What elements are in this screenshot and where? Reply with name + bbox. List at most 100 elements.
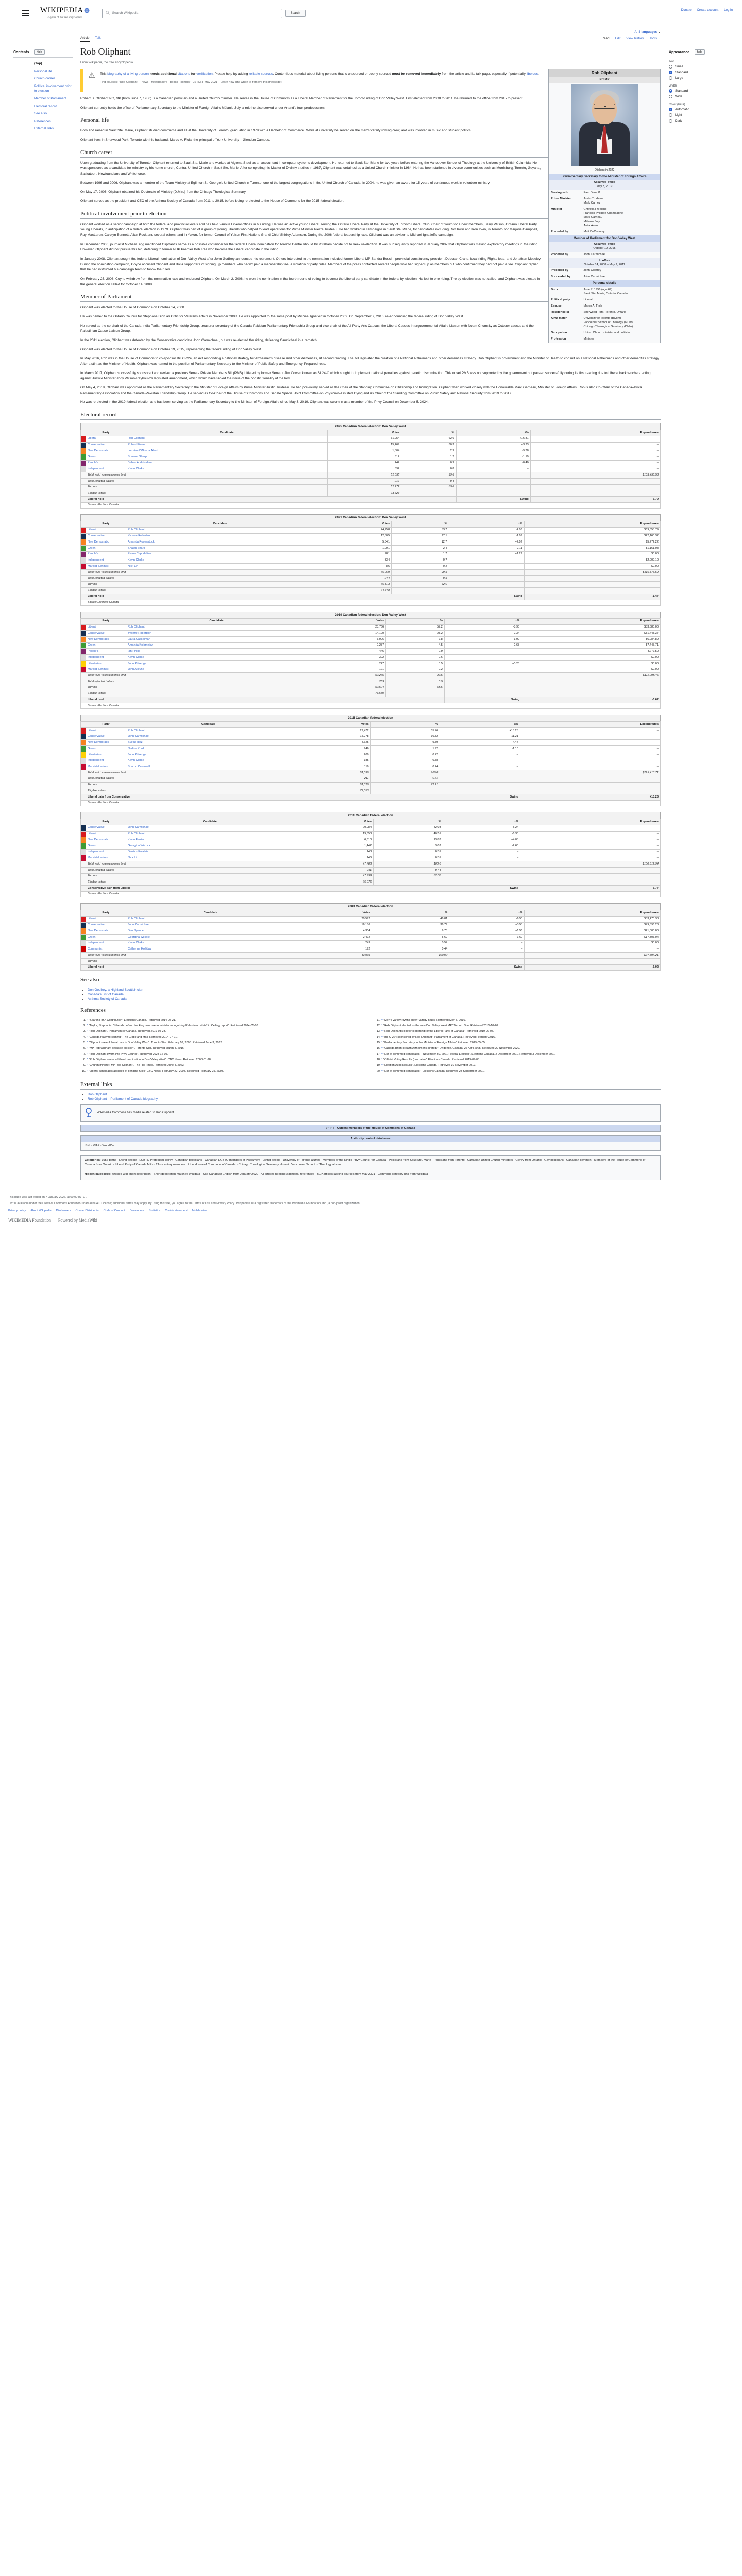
radio-icon[interactable] xyxy=(669,76,672,80)
source-text[interactable]: Source: Elections Canada xyxy=(86,599,661,606)
total-label: Turnout xyxy=(86,958,295,965)
tab-talk[interactable]: Talk xyxy=(95,36,101,40)
cell-pct: 13.83 xyxy=(373,837,443,843)
toc-item-personal-life[interactable]: Personal life xyxy=(34,69,53,73)
language-count-link[interactable]: 4 languages xyxy=(638,30,657,34)
see-also-item[interactable]: Canada's List of Canada xyxy=(88,993,661,996)
authority-control-items[interactable]: ISNI · VIAF · WorldCat xyxy=(85,1144,115,1148)
appearance-option-standard[interactable]: Standard xyxy=(669,71,735,74)
radio-icon[interactable] xyxy=(669,119,672,123)
cell-candidate: Rob Oliphant xyxy=(125,727,292,734)
cell-pct: 0.38 xyxy=(370,757,441,765)
radio-icon-selected[interactable] xyxy=(669,71,672,74)
cell-exp: $0.00 xyxy=(524,563,661,570)
appearance-option-large[interactable]: Large xyxy=(669,76,735,80)
appearance-option-small[interactable]: Small xyxy=(669,65,735,69)
column-header: Party xyxy=(86,721,126,728)
party-color-header xyxy=(80,430,86,436)
search-button[interactable]: Search xyxy=(285,9,306,17)
chevron-down-icon[interactable]: ⌄ xyxy=(657,30,661,34)
radio-icon[interactable] xyxy=(669,113,672,117)
footer-link-developers[interactable]: Developers xyxy=(129,1209,144,1213)
toc-item-external-links[interactable]: External links xyxy=(34,127,54,131)
wikimedia-foundation-logo[interactable]: WIKIMEDIA Foundation xyxy=(8,1218,51,1223)
footer-link-about[interactable]: About Wikipedia xyxy=(30,1209,52,1213)
see-also-item[interactable]: Asthma Society of Canada xyxy=(88,997,661,1001)
toc-item-top[interactable]: (Top) xyxy=(34,62,42,65)
election-table-caption: 2015 Canadian federal election xyxy=(80,715,661,722)
toc-item-political-involvement[interactable]: Political involvement prior to election xyxy=(34,84,72,93)
page-title: Rob Oliphant xyxy=(80,46,661,60)
radio-icon[interactable] xyxy=(669,65,672,69)
cell-pct: 0.9 xyxy=(385,648,445,655)
total-pct: 69.8 xyxy=(401,484,457,491)
appearance-option-width-wide[interactable]: Wide xyxy=(669,95,735,98)
hidden-categories-list[interactable]: Articles with short description · Short … xyxy=(112,1173,428,1176)
source-text[interactable]: Source: Elections Canada xyxy=(86,703,661,709)
party-color-swatch xyxy=(80,654,86,661)
powered-by-mediawiki-logo[interactable]: Powered by MediaWiki xyxy=(58,1218,97,1223)
source-text[interactable]: Source: Elections Canada xyxy=(86,891,661,898)
page-footer: This page was last edited on 7 January 2… xyxy=(7,1190,735,1233)
radio-icon[interactable] xyxy=(669,95,672,98)
tab-view-history[interactable]: View history xyxy=(626,37,644,40)
cell-swing: – xyxy=(448,557,525,564)
tab-edit[interactable]: Edit xyxy=(615,37,621,40)
toc-item-church-career[interactable]: Church career xyxy=(34,77,55,81)
external-links-list: Rob Oliphant Rob Oliphant – Parliament o… xyxy=(80,1093,661,1101)
main-menu-icon[interactable] xyxy=(22,9,29,18)
donate-link[interactable]: Donate xyxy=(681,8,692,12)
login-link[interactable]: Log in xyxy=(724,8,733,12)
footer-link-cookies[interactable]: Cookie statement xyxy=(165,1209,188,1213)
appearance-option-width-standard[interactable]: Standard xyxy=(669,89,735,93)
footer-link-disclaimers[interactable]: Disclaimers xyxy=(56,1209,71,1213)
radio-icon-selected[interactable] xyxy=(669,89,672,93)
footer-link-contact[interactable]: Contact Wikipedia xyxy=(75,1209,99,1213)
cell-votes: 148 xyxy=(293,849,374,856)
cell-exp: $83,380.00 xyxy=(521,624,661,631)
footer-link-conduct[interactable]: Code of Conduct xyxy=(103,1209,125,1213)
table-result-row: Liberal hold Swing -1.47 xyxy=(80,593,661,600)
cell-candidate: Kevin Clarke xyxy=(125,757,292,765)
cell-pct: 36.79 xyxy=(372,922,450,929)
toc-item-see-also[interactable]: See also xyxy=(34,112,47,116)
tab-read[interactable]: Read xyxy=(601,37,610,40)
source-text[interactable]: Source: Elections Canada xyxy=(86,502,661,509)
spacer-cell xyxy=(80,782,86,789)
toc-item-references[interactable]: References xyxy=(34,119,51,123)
external-link-item[interactable]: Rob Oliphant xyxy=(88,1093,661,1096)
reference-item: ^ "Liberal candidates accused of bending… xyxy=(87,1070,366,1074)
radio-icon-selected[interactable] xyxy=(669,108,672,111)
navbox-vte[interactable]: v · t · e xyxy=(326,1127,335,1130)
appearance-option-color-dark[interactable]: Dark xyxy=(669,119,735,123)
create-account-link[interactable]: Create account xyxy=(697,8,719,12)
cell-pct: 9.39 xyxy=(370,739,441,747)
cell-party: Independent xyxy=(86,940,126,947)
table-row: Conservative Yvonne Robertson 14,190 28.2 +2… xyxy=(80,630,661,637)
column-header: Party xyxy=(86,430,126,436)
tab-article[interactable]: Article xyxy=(80,36,90,42)
footer-link-mobile[interactable]: Mobile view xyxy=(192,1209,208,1213)
footer-link-statistics[interactable]: Statistics xyxy=(148,1209,161,1213)
party-color-swatch xyxy=(80,453,86,461)
categories-list[interactable]: 1956 births · Living people · LGBTQ Prot… xyxy=(85,1158,646,1167)
cell-swing: +1.60 xyxy=(449,934,525,941)
tools-menu-button[interactable]: Tools ⌄ xyxy=(649,37,661,40)
reference-item: ^ "Rob Oliphant sworn into Privy Council… xyxy=(87,1053,366,1057)
toc-item-electoral-record[interactable]: Electoral record xyxy=(34,104,57,108)
source-text[interactable]: Source: Elections Canada xyxy=(86,800,661,807)
infobox-row-value-1: Liberal xyxy=(583,298,593,301)
search-placeholder: Search Wikipedia xyxy=(112,11,139,15)
external-link-item[interactable]: Rob Oliphant – Parliament of Canada biog… xyxy=(88,1097,661,1101)
toc-item-member-of-parliament[interactable]: Member of Parliament xyxy=(34,97,66,101)
appearance-option-color-light[interactable]: Light xyxy=(669,113,735,117)
appearance-option-color-automatic[interactable]: Automatic xyxy=(669,108,735,111)
footer-last-edited: This page was last edited on 7 January 2… xyxy=(8,1195,87,1199)
see-also-item[interactable]: Don Godfrey, a Highland Scottish clan xyxy=(88,988,661,992)
footer-link-privacy[interactable]: Privacy policy xyxy=(8,1209,26,1213)
search-input[interactable]: Search Wikipedia xyxy=(102,8,282,18)
appearance-hide-button[interactable]: hide xyxy=(694,49,705,55)
toc-hide-button[interactable]: hide xyxy=(34,49,45,55)
wikipedia-logo[interactable]: WIKIPEDIA 25 years of the free encyclope… xyxy=(40,7,90,19)
cell-votes: 146 xyxy=(293,855,374,862)
